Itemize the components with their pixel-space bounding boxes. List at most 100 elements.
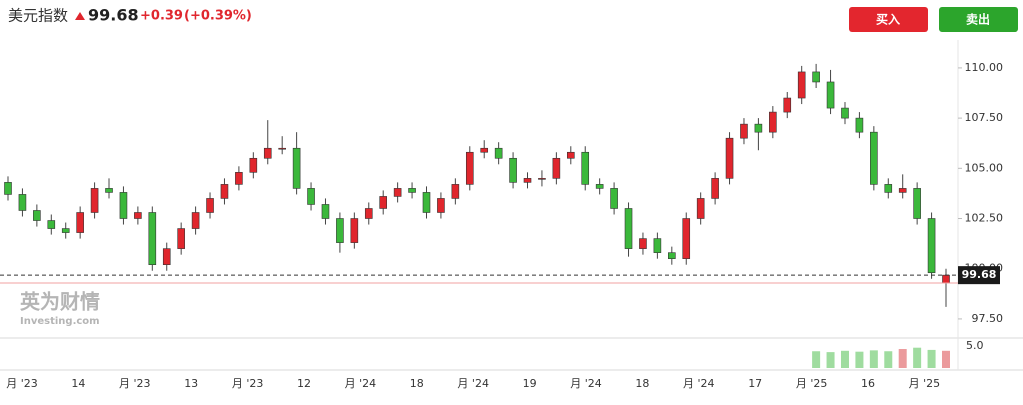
volume-bar (927, 349, 936, 368)
candle-body (942, 274, 950, 284)
candle-body (668, 252, 676, 259)
x-tick-label: 18 (410, 377, 424, 390)
candle-body (4, 182, 12, 195)
volume-bar (884, 351, 893, 368)
last-price-label: 99.68 (962, 268, 997, 281)
y-tick-label: 107.50 (965, 111, 1004, 124)
candle-body (610, 188, 618, 209)
candle-body (595, 184, 604, 189)
candle-body (870, 131, 878, 185)
candle-body (465, 151, 474, 185)
candle-body (581, 151, 590, 185)
up-arrow (75, 12, 85, 20)
x-tick-label: 月 '24 (570, 377, 602, 390)
candle-body (682, 218, 691, 259)
candle-body (711, 178, 719, 199)
candle-body (408, 188, 416, 193)
x-tick-label: 月 '23 (232, 377, 264, 390)
volume-bar (942, 350, 950, 368)
volume-bar (840, 350, 849, 368)
candle-body (494, 147, 503, 159)
candle-body (898, 188, 907, 193)
x-tick-label: 月 '24 (457, 377, 489, 390)
buy-label[interactable]: 买入 (876, 13, 900, 27)
change: +0.39 (140, 9, 183, 24)
sell-button[interactable] (939, 7, 1018, 32)
candle-body (783, 97, 792, 113)
x-tick-label: 17 (748, 377, 762, 390)
candle-body (134, 212, 142, 219)
x-tick-label: 12 (297, 377, 311, 390)
x-tick-label: 月 '23 (6, 377, 38, 390)
x-tick-label: 18 (635, 377, 649, 390)
watermark-brand: 英为财情 (20, 290, 100, 314)
buy-button[interactable] (849, 7, 928, 32)
candle-body (191, 212, 200, 229)
candle-body (422, 192, 431, 213)
volume-bar (855, 351, 864, 368)
candle-body (76, 212, 84, 233)
sell-label[interactable]: 卖出 (966, 12, 990, 27)
volume-bar (869, 350, 878, 368)
candle-body (653, 238, 662, 253)
x-tick-label: 19 (523, 377, 537, 390)
candle-body (148, 212, 157, 266)
x-tick-label: 月 '25 (909, 377, 941, 390)
candle-body (292, 147, 301, 189)
candle-body (235, 172, 243, 185)
candle-body (18, 194, 27, 211)
y-tick-label: 105.00 (965, 161, 1004, 174)
candle-body (725, 137, 734, 179)
candle-body (451, 184, 460, 199)
candle-body (538, 178, 546, 180)
candle-body (797, 71, 806, 99)
candle-body (754, 123, 763, 133)
last-price-tag (958, 266, 1000, 285)
candle-body (119, 192, 128, 219)
volume-bar (913, 347, 922, 368)
candle-body (249, 157, 258, 173)
candle-body (927, 218, 936, 274)
x-tick-label: 月 '24 (683, 377, 715, 390)
candle-body (841, 107, 849, 119)
x-tick-label: 月 '23 (119, 377, 151, 390)
candle-body (379, 196, 388, 209)
candle-body (855, 117, 864, 133)
candle-body (90, 188, 99, 213)
candle-body (812, 71, 820, 83)
x-tick-label: 14 (71, 377, 85, 390)
instrument-name: 美元指数 (8, 7, 68, 25)
candle-body (47, 220, 56, 229)
candle-body (177, 228, 185, 249)
volume-bar (826, 352, 835, 368)
x-tick-label: 16 (861, 377, 875, 390)
volume-bar (812, 351, 821, 368)
candle-body (769, 111, 777, 133)
candle-body (336, 218, 344, 243)
y-tick-label: 110.00 (965, 61, 1004, 74)
x-tick-label: 月 '25 (796, 377, 828, 390)
candle-body (105, 188, 113, 193)
candle-body (162, 248, 171, 266)
candle-body (552, 157, 561, 179)
volume-bar (898, 349, 907, 368)
y-tick-label: 97.50 (972, 312, 1004, 325)
candle-body (61, 228, 70, 233)
volume-tick-label: 5.0 (966, 339, 984, 352)
x-tick-label: 13 (184, 377, 198, 390)
candle-body (364, 208, 373, 219)
candle-body (278, 147, 286, 150)
candle-body (624, 208, 633, 249)
candle-body (33, 210, 41, 221)
candle-body (263, 147, 272, 159)
candle-body (566, 151, 575, 159)
candle-body (696, 198, 705, 219)
candle-body (220, 184, 229, 199)
candle-body (350, 218, 359, 243)
candle-body (509, 157, 517, 183)
price: 99.68 (88, 6, 139, 25)
candle-body (826, 81, 835, 109)
y-tick-label: 102.50 (965, 212, 1004, 225)
candle-body (437, 198, 445, 213)
